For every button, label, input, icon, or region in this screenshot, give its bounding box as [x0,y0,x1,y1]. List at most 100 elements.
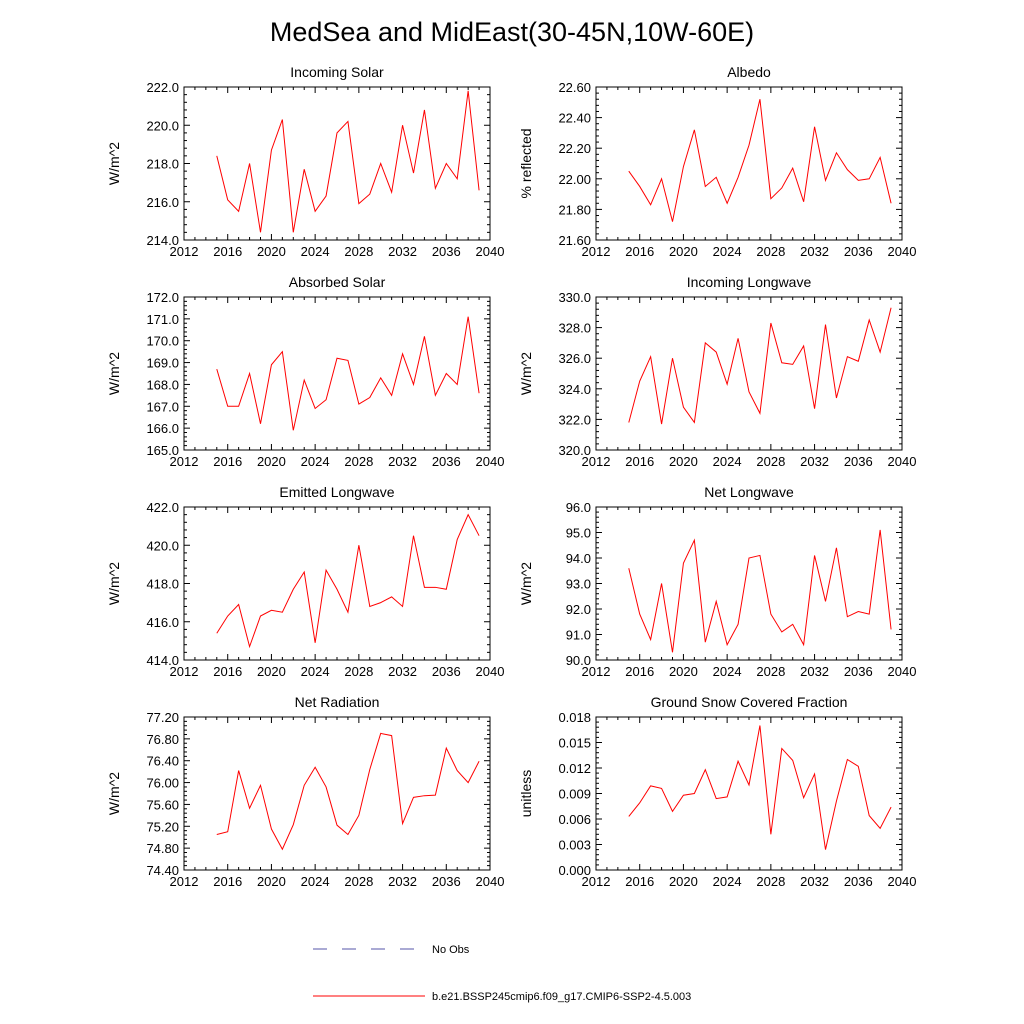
y-tick-label: 75.20 [146,819,179,834]
y-tick-label: 0.009 [558,787,591,802]
x-tick-label: 2012 [170,874,199,889]
y-axis-label: W/m^2 [106,772,122,815]
legend-obs-label: No Obs [432,944,470,956]
x-tick-label: 2012 [582,664,611,679]
panel-2: 2012 2016 2020 2024 2028 2032 2036 2040 165.0 166… [106,274,504,469]
legend: No Obs b.e21.BSSP245cmip6.f09_g17.CMIP6-… [313,944,691,1003]
x-tick-label: 2028 [344,454,373,469]
panel-title: Net Radiation [295,694,380,710]
y-tick-label: 75.60 [146,797,179,812]
plot-frame [595,506,903,661]
y-axis-label: % reflected [518,128,534,198]
x-tick-label: 2016 [625,244,654,259]
x-tick-label: 2024 [301,244,330,259]
y-tick-label: 0.018 [558,710,591,725]
x-tick-label: 2012 [170,454,199,469]
x-tick-label: 2012 [582,244,611,259]
x-tick-label: 2020 [257,244,286,259]
y-tick-label: 168.0 [146,377,179,392]
x-tick-label: 2032 [388,874,417,889]
x-tick-label: 2016 [213,874,242,889]
y-tick-label: 0.006 [558,812,591,827]
panel-1: 2012 2016 2020 2024 2028 2032 2036 2040 21.60 21.… [518,64,916,259]
y-tick-label: 167.0 [146,399,179,414]
series-line [628,725,892,850]
series-line [628,99,892,222]
plot-frame [595,296,903,451]
plot-frame [183,86,491,241]
x-tick-label: 2028 [756,244,785,259]
y-tick-label: 0.012 [558,761,591,776]
x-tick-label: 2024 [301,454,330,469]
panel-6: 2012 2016 2020 2024 2028 2032 2036 2040 74.40 74.… [106,694,504,889]
x-tick-label: 2032 [388,454,417,469]
panel-title: Albedo [727,64,771,80]
x-tick-label: 2032 [388,244,417,259]
y-tick-label: 95.0 [566,526,591,541]
x-tick-label: 2016 [213,454,242,469]
y-tick-label: 328.0 [558,321,591,336]
y-axis-label: W/m^2 [518,352,534,395]
y-tick-label: 322.0 [558,412,591,427]
y-tick-label: 324.0 [558,382,591,397]
x-tick-label: 2024 [713,664,742,679]
series-line [216,316,480,431]
plot-frame [183,716,491,871]
y-tick-label: 96.0 [566,500,591,515]
panel-title: Emitted Longwave [279,484,394,500]
x-tick-label: 2040 [888,454,917,469]
x-tick-label: 2016 [213,244,242,259]
series-line [628,529,892,653]
plot-frame [183,296,491,451]
x-tick-label: 2040 [476,874,505,889]
x-tick-label: 2024 [713,244,742,259]
y-tick-label: 90.0 [566,653,591,668]
y-tick-label: 0.000 [558,863,591,878]
x-tick-label: 2036 [844,664,873,679]
y-tick-label: 414.0 [146,653,179,668]
y-tick-label: 76.00 [146,776,179,791]
y-tick-label: 222.0 [146,80,179,95]
x-tick-label: 2020 [669,454,698,469]
y-tick-label: 92.0 [566,602,591,617]
y-tick-label: 330.0 [558,290,591,305]
x-tick-label: 2036 [844,244,873,259]
y-tick-label: 74.40 [146,863,179,878]
x-tick-label: 2020 [669,664,698,679]
x-tick-label: 2032 [800,664,829,679]
y-tick-label: 74.80 [146,841,179,856]
y-tick-label: 422.0 [146,500,179,515]
y-tick-label: 21.60 [558,233,591,248]
panel-title: Incoming Solar [290,64,384,80]
y-tick-label: 22.20 [558,141,591,156]
x-tick-label: 2036 [432,874,461,889]
x-tick-label: 2012 [582,454,611,469]
x-tick-label: 2024 [713,454,742,469]
y-tick-label: 172.0 [146,290,179,305]
x-tick-label: 2024 [301,664,330,679]
figure-title: MedSea and MidEast(30-45N,10W-60E) [270,17,754,47]
panel-5: 2012 2016 2020 2024 2028 2032 2036 2040 90.0 91.0… [518,484,916,679]
panel-3: 2012 2016 2020 2024 2028 2032 2036 2040 320.0 322… [518,274,916,469]
y-tick-label: 170.0 [146,334,179,349]
y-tick-label: 76.80 [146,732,179,747]
x-tick-label: 2040 [476,244,505,259]
panels: 2012 2016 2020 2024 2028 2032 2036 2040 214.0 216… [106,64,916,889]
x-tick-label: 2032 [388,664,417,679]
x-tick-label: 2012 [582,874,611,889]
y-tick-label: 22.60 [558,80,591,95]
x-tick-label: 2032 [800,244,829,259]
y-tick-label: 218.0 [146,157,179,172]
x-tick-label: 2036 [432,454,461,469]
x-tick-label: 2020 [669,244,698,259]
y-tick-label: 220.0 [146,118,179,133]
series-line [216,513,480,649]
x-tick-label: 2028 [756,874,785,889]
y-tick-label: 320.0 [558,443,591,458]
y-tick-label: 76.40 [146,754,179,769]
y-axis-label: W/m^2 [106,142,122,185]
y-tick-label: 94.0 [566,551,591,566]
x-tick-label: 2032 [800,874,829,889]
y-tick-label: 0.015 [558,736,591,751]
